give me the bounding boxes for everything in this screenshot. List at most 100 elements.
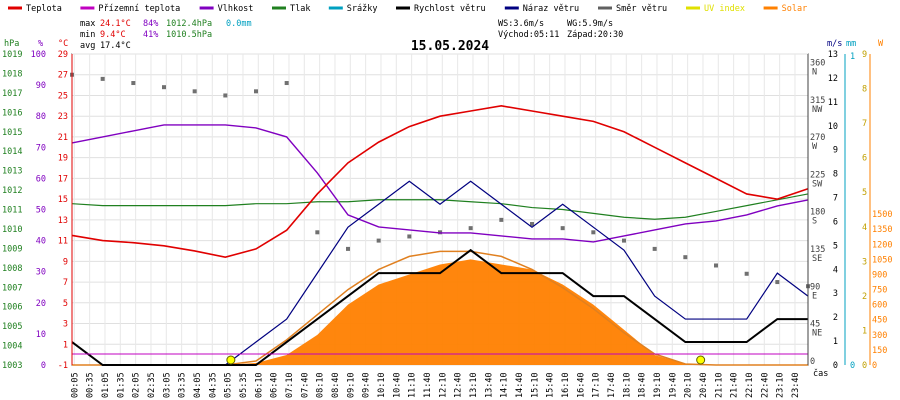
wind-dir-point (223, 93, 228, 98)
press-tick: 1006 (2, 303, 22, 313)
hum-unit: % (38, 39, 43, 49)
w-tick: 150 (872, 346, 887, 356)
wind-dir-point (652, 246, 657, 251)
sun-marker (226, 355, 236, 365)
w-tick: 450 (872, 316, 887, 326)
time-tick: 20:40 (699, 372, 709, 398)
uv-tick: 4 (862, 223, 867, 233)
hum-tick: 100 (31, 50, 46, 60)
ms-tick: 5 (833, 241, 838, 251)
stat-avg-label: avg (80, 41, 95, 51)
wind-dir-point (744, 271, 749, 276)
uv-tick: 1 (862, 326, 867, 336)
time-tick: 22:10 (745, 372, 755, 398)
wind-dir-point (162, 85, 166, 90)
time-tick: 11:10 (408, 372, 418, 398)
time-tick: 18:40 (638, 372, 648, 398)
time-tick: 12:10 (438, 372, 448, 398)
pressure-line (71, 193, 809, 220)
time-tick: 12:40 (454, 372, 464, 398)
dir-tick-value: 270 (810, 133, 825, 143)
uv-tick: 3 (862, 257, 867, 267)
wind-dir-point (683, 255, 688, 260)
stat-max-temp: 24.1°C (100, 19, 131, 29)
time-tick: 06:40 (270, 372, 280, 398)
time-tick: 06:10 (254, 372, 264, 398)
uv-tick: 0 (862, 361, 867, 371)
time-tick: 09:40 (362, 372, 372, 398)
stat-max-hum: 84% (143, 19, 158, 29)
uv-tick: 5 (862, 188, 867, 198)
press-tick: 1003 (2, 361, 22, 371)
stat-min-label: min (80, 30, 95, 40)
time-tick: 00:05 (70, 372, 80, 398)
time-tick: 09:10 (346, 372, 356, 398)
press-tick: 1007 (2, 283, 22, 293)
time-tick: 21:40 (730, 372, 740, 398)
time-tick: 17:10 (592, 372, 602, 398)
time-tick: 04:35 (208, 372, 218, 398)
wind-dir-point (376, 238, 381, 243)
uv-tick: 8 (862, 85, 867, 95)
ms-unit: m/s (827, 39, 842, 49)
wind-dir-point (407, 234, 412, 239)
press-tick: 1011 (2, 206, 22, 216)
time-tick: 07:10 (285, 372, 295, 398)
uv-tick: 2 (862, 292, 867, 302)
humidity-line (71, 124, 809, 243)
time-tick: 00:35 (86, 372, 96, 398)
w-tick: 1350 (872, 225, 892, 235)
dir-tick-label: S (812, 217, 817, 227)
wind-dir-point (346, 246, 350, 251)
hum-tick: 0 (41, 361, 46, 371)
press-tick: 1012 (2, 186, 22, 196)
time-tick: 02:05 (132, 372, 142, 398)
stat-min-temp: 9.4°C (100, 30, 126, 40)
dir-tick-label: SW (812, 179, 823, 189)
time-tick: 16:10 (561, 372, 571, 398)
time-tick: 10:10 (377, 372, 387, 398)
stat-sunset: Západ:20:30 (567, 30, 623, 40)
wind-dir-point (315, 230, 320, 235)
hum-tick: 70 (36, 143, 46, 153)
time-tick: 20:10 (684, 372, 694, 398)
solar-area (72, 259, 808, 365)
legend-label: Směr větru (616, 4, 667, 14)
mm-unit: mm (846, 39, 856, 49)
time-tick: 05:35 (239, 372, 249, 398)
legend-label: Teplota (26, 4, 62, 14)
press-tick: 1008 (2, 264, 22, 274)
wind-dir-point (254, 89, 258, 94)
press-tick: 1010 (2, 225, 22, 235)
temp-tick: 7 (63, 278, 68, 288)
temp-tick: 23 (58, 112, 68, 122)
stat-ws: WS:3.6m/s (498, 19, 544, 29)
hum-tick: 10 (36, 330, 46, 340)
wind-dir-point (468, 226, 473, 231)
ms-tick: 1 (833, 337, 838, 347)
ms-tick: 10 (828, 122, 838, 132)
time-tick: 22:40 (760, 372, 770, 398)
temp-tick: 15 (58, 195, 68, 205)
temp-tick: 19 (58, 154, 68, 164)
legend-label: Přízemní teplota (98, 4, 180, 14)
wind-dir-point (192, 89, 197, 94)
time-tick: 13:40 (484, 372, 494, 398)
w-tick: 1200 (872, 240, 892, 250)
dir-tick-value: 225 (810, 170, 825, 180)
wind-dir-point (714, 263, 718, 268)
time-tick: 23:10 (776, 372, 786, 398)
hum-tick: 50 (36, 206, 46, 216)
time-tick: 14:40 (515, 372, 525, 398)
time-tick: 08:10 (316, 372, 326, 398)
dir-tick-label: N (812, 67, 817, 77)
hum-tick: 30 (36, 268, 46, 278)
temp-tick: 13 (58, 216, 68, 226)
uv-tick: 6 (862, 154, 867, 164)
stat-min-press: 1010.5hPa (166, 30, 212, 40)
wind-dir-point (131, 81, 136, 86)
press-tick: 1015 (2, 128, 22, 138)
hum-tick: 40 (36, 237, 46, 247)
temp-tick: 29 (58, 50, 68, 60)
